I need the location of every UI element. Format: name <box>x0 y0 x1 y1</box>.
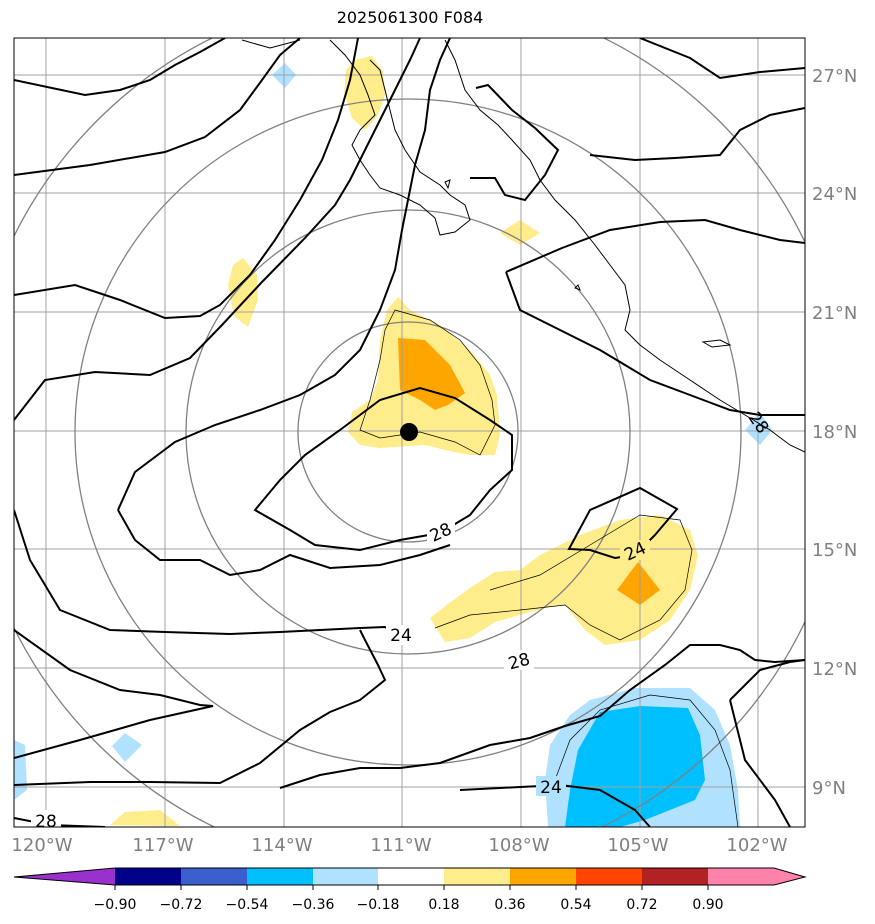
colorbar-segment <box>774 868 805 885</box>
colorbar-segment <box>14 868 115 885</box>
latitude-labels: 27°N 24°N 21°N 18°N 15°N 12°N 9°N <box>812 66 857 799</box>
lon-label: 117°W <box>132 835 193 856</box>
colorbar-segment <box>247 868 313 885</box>
contour-line <box>567 486 679 560</box>
colorbar-tick-label: −0.18 <box>357 897 400 913</box>
positive-anomaly-region <box>110 810 180 826</box>
graticule <box>14 38 805 827</box>
contour-line <box>729 659 805 701</box>
longitude-labels: 120°W 117°W 114°W 111°W 108°W 105°W 102°… <box>11 835 787 856</box>
lon-label: 108°W <box>488 835 549 856</box>
contour-label: 24 <box>390 626 412 646</box>
map-area: 28 24 24 28 24 28 28 <box>14 38 805 832</box>
contour-line <box>14 38 421 421</box>
colorbar-segment <box>708 868 774 885</box>
lat-label: 18°N <box>812 422 857 443</box>
lat-label: 9°N <box>812 778 846 799</box>
contour-line <box>14 38 301 176</box>
positive-anomaly-region <box>344 56 385 130</box>
contour-line <box>14 629 214 759</box>
lon-label: 111°W <box>370 835 431 856</box>
anomaly-outlines <box>359 309 739 827</box>
coastlines <box>241 39 805 453</box>
contour-line <box>279 644 805 789</box>
contour-line <box>14 509 391 636</box>
colorbar: −0.90 −0.72 −0.54 −0.36 −0.18 0.18 0.36 … <box>13 867 807 913</box>
colorbar-segment <box>313 868 378 885</box>
baja-california-coast <box>241 39 471 236</box>
range-ring <box>185 209 631 655</box>
lat-label: 12°N <box>812 659 857 680</box>
colorbar-tick-label: 0.54 <box>560 897 591 913</box>
colorbar-segment <box>576 868 642 885</box>
lon-label: 120°W <box>11 835 72 856</box>
contour-line <box>117 509 451 577</box>
colorbar-tick-label: −0.72 <box>160 897 203 913</box>
positive-anomaly-region <box>430 515 698 645</box>
moderate-negative-region <box>565 706 705 827</box>
coastline-detail <box>574 284 581 291</box>
positive-anomaly-region <box>500 220 540 245</box>
contour-line <box>470 83 560 202</box>
range-ring <box>297 321 519 543</box>
colorbar-tick-label: −0.90 <box>94 897 137 913</box>
colorbar-segment <box>642 868 708 885</box>
colorbar-tick-label: 0.90 <box>692 897 723 913</box>
anomaly-outline <box>434 514 693 641</box>
colorbar-tick-label: 0.36 <box>494 897 525 913</box>
contour-line <box>14 38 226 97</box>
moderate-positive-region <box>617 562 660 605</box>
range-ring <box>74 98 742 766</box>
colorbar-tick-label: 0.18 <box>428 897 459 913</box>
negative-anomaly-region <box>14 740 27 800</box>
contour-label: 24 <box>540 778 562 798</box>
contour-line <box>589 107 805 162</box>
anomaly-outline <box>359 309 496 456</box>
anomaly-outline <box>554 694 739 827</box>
lon-label: 105°W <box>607 835 668 856</box>
contour-line <box>253 386 513 552</box>
range-rings <box>14 38 805 827</box>
map-frame <box>13 37 806 828</box>
contour-line <box>505 271 805 416</box>
contour-line <box>639 38 805 80</box>
coastline-detail <box>444 179 451 190</box>
lon-label: 114°W <box>251 835 312 856</box>
anomaly-fills <box>14 56 772 827</box>
contour-line <box>117 38 451 511</box>
contour-line <box>14 629 387 786</box>
contour-line <box>729 699 791 827</box>
contour-label: 28 <box>35 812 57 832</box>
colorbar-segment <box>181 868 247 885</box>
lat-label: 21°N <box>812 303 857 324</box>
contour-line <box>459 783 651 827</box>
colorbar-tick-label: −0.54 <box>226 897 269 913</box>
colorbar-segment <box>378 868 444 885</box>
mainland-mexico-coast <box>444 39 805 453</box>
contour-line <box>505 218 805 273</box>
colorbar-segment <box>444 868 510 885</box>
colorbar-segment <box>115 868 181 885</box>
colorbar-segment <box>510 868 576 885</box>
colorbar-tick-label: 0.72 <box>626 897 657 913</box>
lat-label: 24°N <box>812 184 857 205</box>
coastline-detail <box>701 339 732 348</box>
negative-anomaly-region <box>112 733 142 762</box>
black-dot-icon <box>400 423 418 441</box>
colorbar-tick-label: −0.36 <box>292 897 335 913</box>
contour-line <box>14 38 359 320</box>
lat-label: 15°N <box>812 540 857 561</box>
isotherm-contours <box>14 38 805 827</box>
moderate-positive-region <box>398 338 465 410</box>
lat-label: 27°N <box>812 66 857 87</box>
lon-label: 102°W <box>726 835 787 856</box>
map-title: 2025061300 F084 <box>336 8 484 27</box>
